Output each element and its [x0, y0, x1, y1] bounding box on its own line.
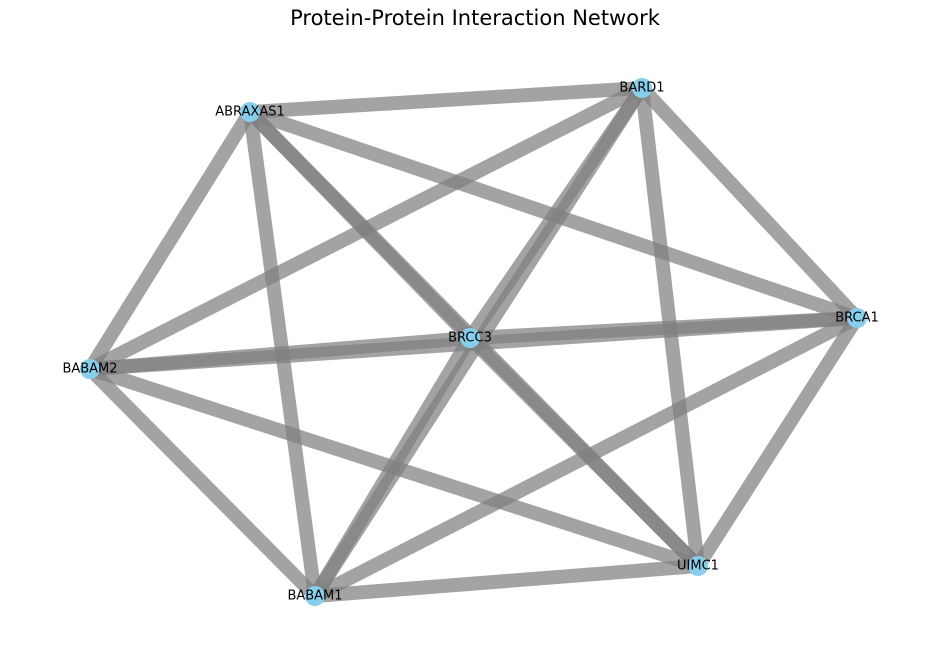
node-label-babam2: BABAM2	[62, 362, 117, 377]
edge-babam2-uimc1	[87, 362, 701, 573]
edge-uimc1-babam1	[314, 559, 699, 603]
edge-babam2-babam1	[85, 364, 320, 601]
node-label-bard1: BARD1	[619, 81, 664, 96]
node-babam1	[305, 586, 325, 606]
edge-abraxas1-bard1	[249, 81, 643, 119]
node-abraxas1	[240, 102, 260, 122]
node-label-brcc3: BRCC3	[448, 331, 492, 346]
edge-brcc3-uimc1	[465, 333, 703, 571]
edge-bard1-brca1	[636, 83, 863, 323]
node-bard1	[632, 78, 652, 98]
node-babam2	[80, 359, 100, 379]
node-label-brca1: BRCA1	[835, 311, 879, 326]
node-label-abraxas1: ABRAXAS1	[215, 105, 285, 120]
node-label-uimc1: UIMC1	[677, 559, 719, 574]
node-label-babam1: BABAM1	[287, 589, 342, 604]
node-brca1	[847, 308, 867, 328]
edge-bard1-babam2	[86, 81, 646, 376]
node-brcc3	[460, 328, 480, 348]
page-title: Protein-Protein Interaction Network	[290, 6, 660, 30]
nodes-layer	[80, 78, 867, 606]
edge-abraxas1-babam2	[84, 108, 256, 373]
edge-brcc3-babam2	[89, 331, 471, 376]
labels-layer: ABRAXAS1 BARD1 BRCA1 BRCC3 BABAM2 UIMC1 BABAM1	[62, 81, 878, 604]
edge-brca1-uimc1	[692, 314, 863, 570]
node-uimc1	[688, 556, 708, 576]
